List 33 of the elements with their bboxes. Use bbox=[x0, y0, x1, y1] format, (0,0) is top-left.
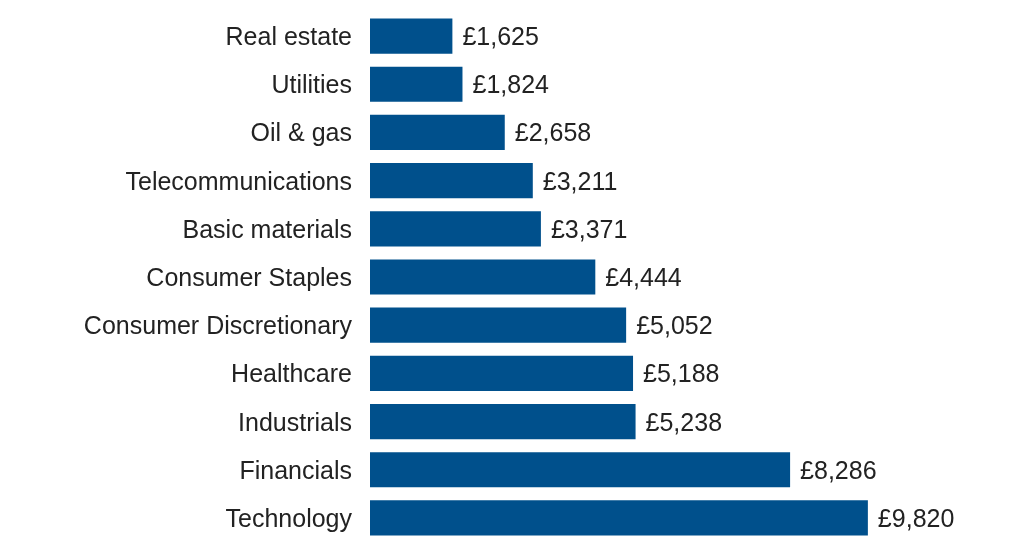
y-tick-label: Consumer Staples bbox=[146, 263, 352, 291]
data-label: £3,211 bbox=[542, 166, 618, 195]
data-label: £9,820 bbox=[877, 503, 955, 532]
y-tick-label: Real estate bbox=[225, 22, 352, 51]
data-label: £3,371 bbox=[550, 214, 628, 243]
data-label: £2,658 bbox=[514, 118, 592, 147]
bar bbox=[370, 66, 463, 102]
y-tick-label: Oil & gas bbox=[250, 118, 352, 147]
bar bbox=[370, 403, 636, 440]
bar bbox=[370, 211, 541, 247]
bar bbox=[370, 18, 453, 54]
bar bbox=[370, 307, 627, 343]
y-tick-label: Utilities bbox=[271, 70, 352, 99]
data-label: £5,188 bbox=[643, 359, 720, 388]
data-label: £5,238 bbox=[645, 407, 723, 436]
bar bbox=[370, 452, 791, 488]
y-tick-label: Telecommunications bbox=[125, 166, 352, 195]
data-label: £8,286 bbox=[800, 455, 877, 484]
y-tick-label: Healthcare bbox=[231, 359, 352, 388]
data-label: £1,625 bbox=[462, 22, 539, 51]
data-label: £1,824 bbox=[472, 70, 550, 99]
bar bbox=[370, 355, 634, 391]
y-tick-label: Basic materials bbox=[182, 214, 352, 243]
y-tick-label: Industrials bbox=[238, 407, 352, 436]
bar bbox=[370, 259, 596, 295]
bar bbox=[370, 163, 533, 199]
y-tick-label: Technology bbox=[225, 503, 353, 532]
y-tick-label: Consumer Discretionary bbox=[83, 311, 353, 340]
bar bbox=[370, 114, 505, 151]
data-label: £5,052 bbox=[636, 311, 713, 340]
y-tick-label: Financials bbox=[239, 455, 352, 484]
data-label: £4,444 bbox=[605, 263, 682, 291]
bar bbox=[370, 500, 868, 536]
